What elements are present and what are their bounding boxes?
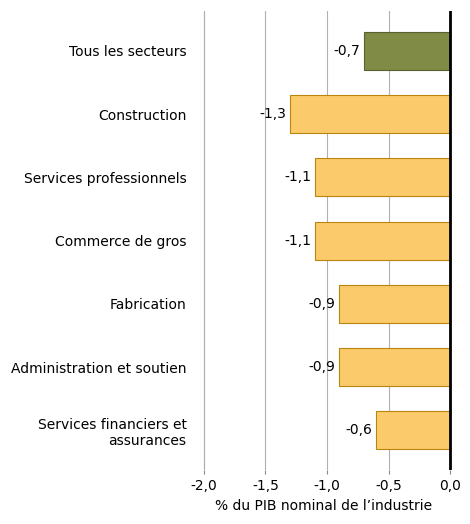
Bar — [339, 285, 450, 323]
Bar — [339, 348, 450, 386]
Bar — [364, 32, 450, 70]
Bar — [376, 411, 450, 450]
Text: -1,1: -1,1 — [284, 234, 311, 248]
Text: -0,7: -0,7 — [334, 44, 360, 58]
Text: -0,9: -0,9 — [309, 360, 336, 374]
Text: -1,1: -1,1 — [284, 170, 311, 184]
Bar — [315, 158, 450, 196]
Bar — [315, 222, 450, 260]
X-axis label: % du PIB nominal de l’industrie: % du PIB nominal de l’industrie — [215, 499, 432, 513]
Text: -1,3: -1,3 — [259, 107, 286, 121]
Bar — [290, 95, 450, 133]
Text: -0,6: -0,6 — [346, 423, 373, 438]
Text: -0,9: -0,9 — [309, 297, 336, 311]
